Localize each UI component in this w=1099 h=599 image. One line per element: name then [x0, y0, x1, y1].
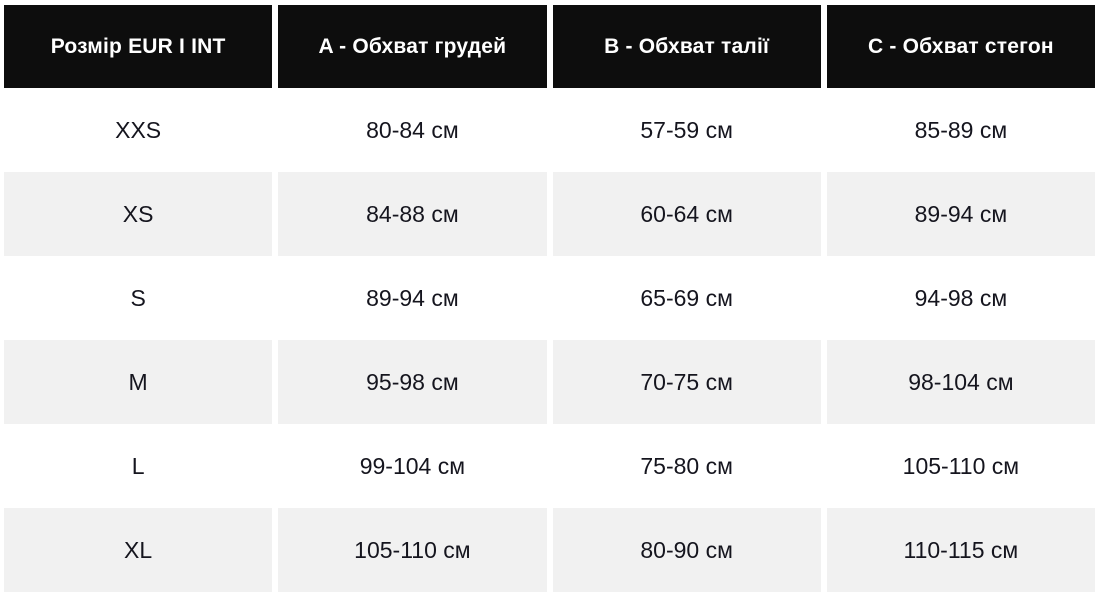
size-cell: L	[4, 424, 273, 508]
hips-cell: 98-104 см	[826, 340, 1095, 424]
column-header-waist: B - Обхват талії	[552, 5, 821, 88]
waist-cell: 57-59 см	[552, 88, 821, 172]
chest-cell: 84-88 см	[278, 172, 547, 256]
size-cell: M	[4, 340, 273, 424]
size-cell: XL	[4, 508, 273, 592]
table-row: XL 105-110 см 80-90 см 110-115 см	[4, 508, 1095, 592]
chest-cell: 89-94 см	[278, 256, 547, 340]
size-chart-header-row: Розмір EUR I INT A - Обхват грудей B - О…	[4, 5, 1095, 88]
chest-cell: 105-110 см	[278, 508, 547, 592]
chest-cell: 99-104 см	[278, 424, 547, 508]
column-header-hips: C - Обхват стегон	[826, 5, 1095, 88]
table-row: M 95-98 см 70-75 см 98-104 см	[4, 340, 1095, 424]
chest-cell: 80-84 см	[278, 88, 547, 172]
table-row: XS 84-88 см 60-64 см 89-94 см	[4, 172, 1095, 256]
size-cell: XXS	[4, 88, 273, 172]
waist-cell: 80-90 см	[552, 508, 821, 592]
waist-cell: 60-64 см	[552, 172, 821, 256]
hips-cell: 85-89 см	[826, 88, 1095, 172]
waist-cell: 70-75 см	[552, 340, 821, 424]
column-header-size: Розмір EUR I INT	[4, 5, 273, 88]
column-header-chest: A - Обхват грудей	[278, 5, 547, 88]
hips-cell: 89-94 см	[826, 172, 1095, 256]
table-row: S 89-94 см 65-69 см 94-98 см	[4, 256, 1095, 340]
hips-cell: 110-115 см	[826, 508, 1095, 592]
waist-cell: 75-80 см	[552, 424, 821, 508]
size-cell: XS	[4, 172, 273, 256]
waist-cell: 65-69 см	[552, 256, 821, 340]
size-cell: S	[4, 256, 273, 340]
table-row: XXS 80-84 см 57-59 см 85-89 см	[4, 88, 1095, 172]
hips-cell: 105-110 см	[826, 424, 1095, 508]
hips-cell: 94-98 см	[826, 256, 1095, 340]
table-row: L 99-104 см 75-80 см 105-110 см	[4, 424, 1095, 508]
chest-cell: 95-98 см	[278, 340, 547, 424]
